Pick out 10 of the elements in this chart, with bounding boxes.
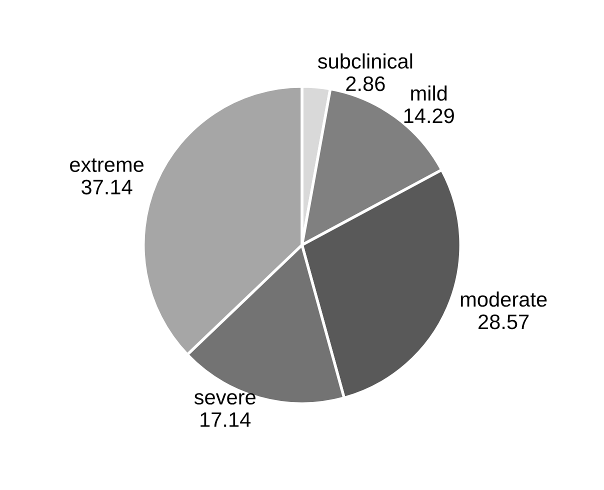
slice-label: mild — [411, 85, 447, 101]
data-label: 37.14 — [82, 180, 132, 194]
data-label: 2.86 — [346, 76, 385, 92]
slice-label: severe — [194, 393, 256, 405]
slice-label: subclinical — [318, 53, 412, 69]
data-label: 28.57 — [478, 314, 529, 330]
slice-label: extreme — [70, 158, 144, 172]
data-label: 14.29 — [404, 108, 454, 124]
slice-label: moderate — [460, 291, 547, 307]
data-label: 17.14 — [200, 412, 251, 427]
